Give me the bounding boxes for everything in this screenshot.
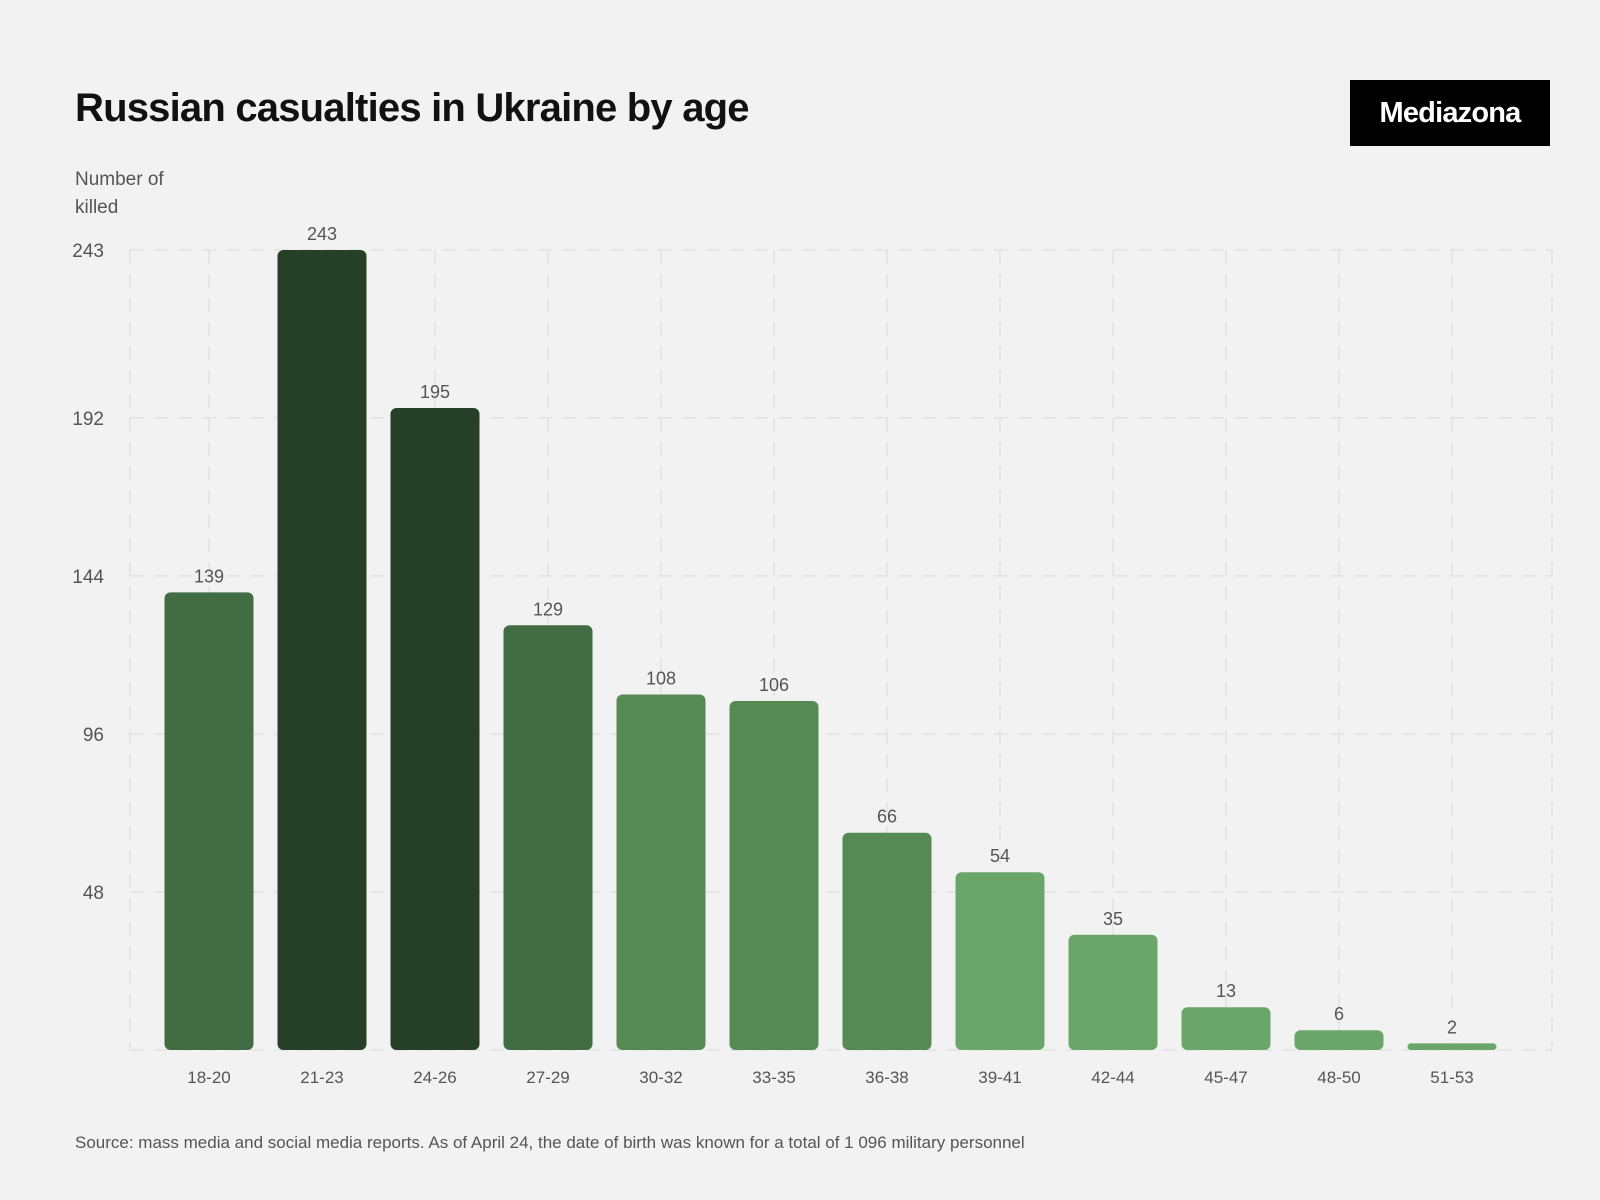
bar-45-47 xyxy=(1181,1007,1271,1050)
x-tick-label-48-50: 48-50 xyxy=(1317,1068,1360,1087)
x-tick-label-45-47: 45-47 xyxy=(1204,1068,1247,1087)
data-label-45-47: 13 xyxy=(1216,981,1236,1001)
bar-39-41 xyxy=(955,872,1045,1050)
data-label-51-53: 2 xyxy=(1447,1017,1457,1037)
y-tick-label-243: 243 xyxy=(72,241,104,262)
bar-36-38 xyxy=(842,832,932,1050)
x-tick-label-36-38: 36-38 xyxy=(865,1068,908,1087)
x-tick-label-33-35: 33-35 xyxy=(752,1068,795,1087)
y-tick-label-144: 144 xyxy=(72,567,104,588)
data-label-24-26: 195 xyxy=(420,382,450,402)
bar-30-32 xyxy=(616,694,706,1050)
bars: 139 243 195 129 108 106 66 54 35 13 6 2 xyxy=(164,224,1497,1051)
bar-27-29 xyxy=(503,625,593,1050)
bar-33-35 xyxy=(729,701,819,1050)
data-label-42-44: 35 xyxy=(1103,909,1123,929)
y-axis-label: Number of killed xyxy=(75,169,164,218)
x-tick-label-24-26: 24-26 xyxy=(413,1068,456,1087)
data-label-18-20: 139 xyxy=(194,566,224,586)
data-label-36-38: 66 xyxy=(877,807,897,827)
x-tick-label-18-20: 18-20 xyxy=(187,1068,230,1087)
x-tick-label-27-29: 27-29 xyxy=(526,1068,569,1087)
y-axis-ticks: 48 96 144 192 243 xyxy=(72,241,104,904)
x-tick-label-30-32: 30-32 xyxy=(639,1068,682,1087)
data-label-21-23: 243 xyxy=(307,224,337,244)
source-note: Source: mass media and social media repo… xyxy=(75,1133,1025,1152)
mediazona-logo: Mediazona xyxy=(1350,80,1550,146)
y-tick-label-192: 192 xyxy=(72,409,104,430)
bar-24-26 xyxy=(390,408,480,1051)
data-label-39-41: 54 xyxy=(990,846,1010,866)
x-tick-label-42-44: 42-44 xyxy=(1091,1068,1134,1087)
chart-title: Russian casualties in Ukraine by age xyxy=(75,86,750,130)
bar-21-23 xyxy=(277,250,367,1050)
data-label-27-29: 129 xyxy=(533,599,563,619)
x-tick-label-51-53: 51-53 xyxy=(1430,1068,1473,1087)
bar-48-50 xyxy=(1294,1030,1384,1050)
bar-42-44 xyxy=(1068,934,1158,1050)
x-tick-label-21-23: 21-23 xyxy=(300,1068,343,1087)
data-label-30-32: 108 xyxy=(646,668,676,688)
x-axis-ticks: 18-20 21-23 24-26 27-29 30-32 33-35 36-38 39-41… xyxy=(187,1068,1473,1087)
bar-51-53 xyxy=(1407,1043,1497,1050)
y-tick-label-48: 48 xyxy=(83,883,104,904)
x-tick-label-39-41: 39-41 xyxy=(978,1068,1021,1087)
y-tick-label-96: 96 xyxy=(83,725,104,746)
bar-18-20 xyxy=(164,592,254,1050)
data-label-48-50: 6 xyxy=(1334,1004,1344,1024)
data-label-33-35: 106 xyxy=(759,675,789,695)
